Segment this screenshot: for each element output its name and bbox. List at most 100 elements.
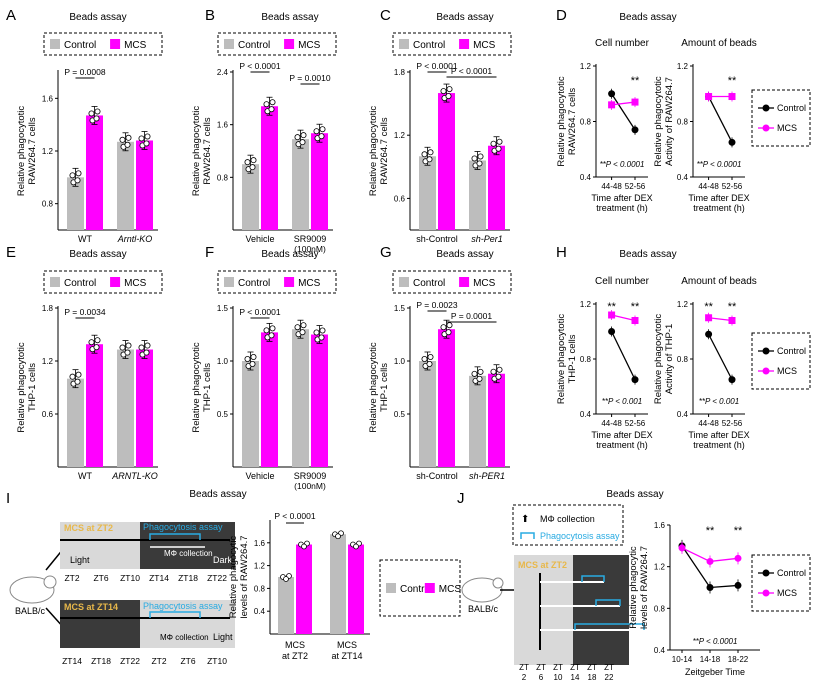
data-point [301, 543, 307, 550]
panel-title: Beads assay [69, 249, 126, 260]
mcs-label: MCS at ZT2 [64, 523, 113, 533]
data-point [471, 370, 478, 377]
legend-mcs-swatch [459, 277, 470, 287]
y-axis-label: Relative phagocytic [628, 546, 639, 629]
data-point [313, 128, 320, 135]
bar-mcs [311, 334, 328, 467]
data-point [446, 86, 453, 93]
x-tick-label: 52-56 [625, 419, 646, 428]
x-axis-label: Time after DEX [591, 193, 652, 203]
legend-mcs-swatch [424, 583, 435, 593]
bar-control [419, 156, 436, 230]
y-tick-label: 0.8 [580, 355, 592, 364]
panel-title: Beads assay [261, 12, 318, 23]
y-tick-label: 1.8 [394, 68, 406, 77]
y-axis-label: Relative phagocytotic [368, 342, 379, 433]
assay-bracket [574, 623, 645, 630]
mouse-head-icon [492, 577, 504, 589]
assay-bracket [581, 575, 605, 582]
data-point [319, 126, 326, 133]
y-axis-label: Relative phagocytotic [368, 106, 379, 197]
bar-control [292, 329, 309, 467]
data-point [496, 138, 503, 145]
data-point [477, 153, 484, 160]
data-point-mcs [705, 314, 713, 322]
series-line-mcs [611, 101, 636, 106]
zeitgeber-time-number: 22 [605, 673, 614, 682]
data-point [125, 134, 132, 141]
zeitgeber-time-label: ZT6 [180, 656, 195, 666]
legend-mcs-marker [762, 367, 770, 375]
x-tick-label: WT [78, 471, 92, 481]
data-point [294, 134, 301, 141]
data-point-mcs [678, 544, 686, 552]
data-point [138, 135, 145, 142]
data-point [94, 337, 101, 344]
y-tick-label: 1.6 [654, 521, 666, 530]
legend-box [751, 89, 811, 147]
x-tick-label: sh-Control [416, 471, 458, 481]
data-point [88, 339, 95, 346]
data-point [318, 133, 325, 140]
legend-control-label: Control [400, 584, 432, 595]
x-axis-label: Time after DEX [688, 430, 749, 440]
panel-J: J Beads assay ⬆ MΦ collection Phagocytosis a… [457, 489, 811, 682]
x-tick-label: WT [78, 234, 92, 244]
y-tick-label: 1.5 [394, 304, 406, 313]
y-axis-label: THP-1 cells [567, 334, 578, 383]
sig-stars: ** [728, 75, 737, 87]
zeitgeber-time-label: ZT22 [207, 573, 227, 583]
x-tick-label: 44-48 [601, 182, 622, 191]
zeitgeber-time-label: ZT [587, 663, 597, 672]
y-axis-label: levels of RAW264.7 [239, 535, 250, 618]
x-tick-label: 18-22 [728, 655, 749, 664]
sig-label: P = 0.0023 [416, 300, 457, 310]
data-point-control [728, 376, 736, 384]
bar-control [292, 139, 309, 230]
bar-control [469, 375, 486, 467]
data-point [263, 327, 270, 334]
macrophage-collection-label: MΦ collection [164, 549, 213, 558]
sig-stars: ** [631, 301, 640, 313]
legend-mcs-label: MCS [777, 123, 797, 133]
panel-A: A Beads assay Control MCS 0.8 1.2 1.6 Relative … [6, 7, 163, 244]
data-point [313, 329, 320, 336]
x-tick-label: 52-56 [722, 182, 743, 191]
sig-stars: ** [734, 525, 743, 537]
legend-control-label: Control [64, 40, 96, 51]
legend-box [751, 554, 811, 612]
zeitgeber-time-number: 6 [539, 673, 544, 682]
x-tick-label: SR9009 [294, 471, 327, 481]
legend-mcs-swatch [110, 277, 121, 287]
data-point [490, 140, 497, 147]
bar-mcs [86, 115, 103, 230]
y-tick-label: 1.2 [677, 62, 689, 71]
mcs-label: MCS at ZT14 [64, 602, 118, 612]
data-point [138, 344, 145, 351]
data-point [471, 155, 478, 162]
dark-label: Dark [213, 555, 233, 565]
zeitgeber-time-number: 14 [571, 673, 580, 682]
data-point [74, 378, 81, 385]
subplot-title: Amount of beads [681, 276, 757, 287]
data-point [250, 353, 257, 360]
p-value-note: **P < 0.0001 [693, 637, 738, 646]
sig-label: P = 0.0034 [64, 307, 105, 317]
x-tick-label: 52-56 [625, 182, 646, 191]
data-point-mcs [728, 93, 736, 101]
y-axis-label: Relative phagocytotic [653, 314, 664, 405]
p-value-note: **P < 0.0001 [600, 160, 645, 169]
phagocytosis-assay-label: Phagocytosis assay [143, 522, 223, 532]
sig-label: P = 0.0001 [451, 311, 492, 321]
phagocytosis-assay-label: Phagocytosis assay [540, 531, 620, 541]
data-point-control [705, 330, 713, 338]
sig-stars: ** [728, 301, 737, 313]
y-axis-label: RAW264.7 cells [567, 88, 578, 155]
data-point [244, 355, 251, 362]
zeitgeber-time-label: ZT2 [64, 573, 79, 583]
data-point [75, 371, 82, 378]
sig-label: P = 0.0010 [289, 73, 330, 83]
dark-phase-band [60, 600, 140, 648]
